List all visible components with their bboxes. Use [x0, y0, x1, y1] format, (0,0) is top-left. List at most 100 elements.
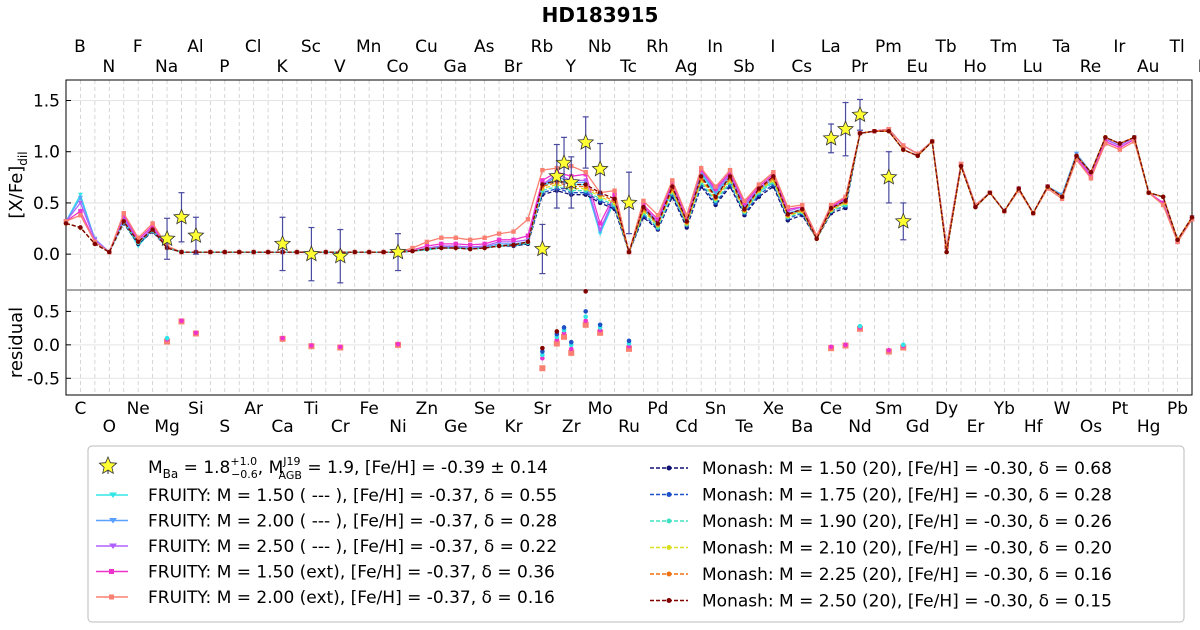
observed-star: [620, 193, 638, 211]
element-label-bottom: Hg: [1137, 417, 1161, 437]
residual-marker: [280, 335, 285, 341]
legend-marker: [666, 518, 672, 524]
observed-star: [172, 208, 191, 225]
grid-lines: [65, 80, 1193, 395]
series-marker: [727, 174, 733, 179]
series-marker: [857, 131, 863, 136]
series-marker: [987, 190, 993, 195]
series-marker: [698, 165, 704, 171]
series-marker: [482, 241, 487, 247]
series-marker: [1002, 208, 1007, 214]
series-marker: [684, 213, 689, 218]
series-marker: [381, 249, 386, 255]
series-marker: [670, 178, 675, 183]
element-label-top: Co: [386, 57, 408, 77]
element-label-top: Ir: [1113, 37, 1125, 57]
series-marker: [496, 231, 502, 236]
element-label-bottom: Sr: [533, 399, 551, 419]
element-label-top: Tm: [989, 37, 1017, 57]
series-marker: [439, 241, 444, 247]
element-label-top: Ga: [444, 57, 468, 77]
series-marker: [410, 248, 415, 254]
residual-marker: [886, 347, 892, 353]
observed-star: [331, 247, 349, 264]
residual-marker: [164, 335, 170, 341]
element-label-bottom: Hf: [1024, 417, 1044, 437]
element-label-bottom: Pt: [1111, 399, 1128, 419]
element-label-bottom: O: [103, 417, 116, 437]
legend-observed-label: MBa = 1.8+1.0 −0.6, MJ19 AGB = 1.9, [Fe/H]…: [148, 455, 548, 482]
series-marker: [771, 174, 776, 179]
element-label-bottom: Zn: [416, 399, 438, 419]
series-marker: [439, 235, 444, 240]
chart-title: HD183915: [542, 3, 659, 27]
series-marker: [713, 184, 718, 189]
series-marker: [63, 221, 69, 226]
legend-label: FRUITY: M = 2.50 ( --- ), [Fe/H] = -0.37…: [148, 537, 557, 557]
element-label-top: P: [219, 57, 229, 77]
y-axis-label-top: [X/Fe]dil: [6, 151, 30, 218]
series-marker: [872, 129, 877, 134]
series-marker: [1031, 210, 1036, 216]
series-marker: [597, 227, 603, 232]
residual-marker: [857, 323, 863, 329]
element-label-top: Bi: [1198, 57, 1200, 77]
element-label-bottom: Mo: [588, 399, 613, 419]
observed-star: [555, 153, 573, 171]
residual-marker: [540, 352, 545, 358]
series-marker: [482, 235, 487, 240]
series-marker: [150, 227, 155, 232]
series-marker: [540, 167, 545, 173]
observed-star: [851, 105, 869, 123]
legend-marker: [109, 569, 114, 574]
series-marker: [121, 210, 126, 216]
residual-marker: [583, 318, 588, 324]
observed-star: [577, 133, 595, 150]
series-marker: [1146, 190, 1151, 195]
series-marker: [1175, 237, 1180, 243]
series-marker: [641, 198, 646, 204]
series-marker: [655, 213, 661, 218]
panel-frames: [65, 79, 1193, 396]
series-marker: [107, 249, 112, 255]
element-label-bottom: Er: [967, 417, 985, 437]
element-label-bottom: Ne: [127, 399, 150, 419]
series-marker: [742, 206, 747, 212]
element-label-bottom: Cd: [675, 417, 698, 437]
element-label-top: B: [74, 37, 86, 57]
y-tick-label-residual: -0.5: [27, 369, 60, 389]
series-marker: [540, 182, 545, 187]
element-label-bottom: Sn: [705, 399, 727, 419]
element-label-bottom: Dy: [935, 399, 958, 419]
series-marker: [265, 249, 271, 255]
element-label-top: I: [770, 37, 775, 57]
element-label-top: Al: [187, 37, 203, 57]
observed-star: [389, 243, 407, 260]
series-marker: [1016, 186, 1021, 191]
element-label-bottom: Ni: [389, 417, 406, 437]
residual-marker: [583, 314, 588, 320]
element-label-top: Pr: [851, 57, 868, 77]
legend-text-part: , M: [258, 458, 283, 478]
legend-marker: [109, 492, 117, 498]
residual-marker: [193, 330, 199, 336]
legend-marker: [666, 465, 672, 471]
residual-marker: [582, 321, 589, 328]
residual-marker: [583, 309, 588, 314]
series-marker: [915, 153, 920, 159]
legend-label: FRUITY: M = 1.50 ( --- ), [Fe/H] = -0.37…: [148, 486, 557, 506]
series-marker: [453, 241, 458, 247]
legend-label: Monash: M = 1.50 (20), [Fe/H] = -0.30, δ…: [702, 459, 1112, 479]
element-label-top: La: [821, 37, 841, 57]
legend-marker: [109, 594, 114, 600]
series-marker: [800, 206, 805, 212]
y-tick-label: 0.5: [33, 194, 60, 214]
series-marker: [800, 202, 805, 208]
observed-star: [273, 234, 292, 252]
residual-marker: [540, 345, 545, 351]
observed-star: [880, 168, 898, 185]
series-marker: [1045, 184, 1050, 189]
element-label-bottom: Sm: [875, 399, 902, 419]
residual-marker: [568, 346, 574, 352]
series-marker: [785, 211, 790, 217]
